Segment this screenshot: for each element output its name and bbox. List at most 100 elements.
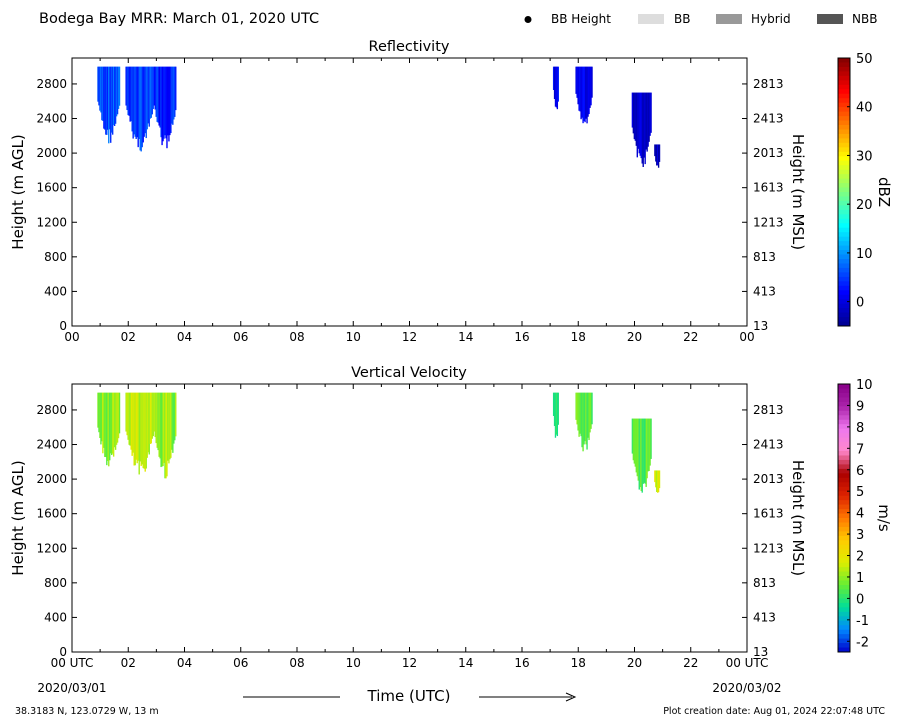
echo-cell (149, 66, 151, 119)
colorbar-tick-label: -2 (856, 635, 869, 650)
echo-cell (105, 392, 107, 458)
echo-cell (148, 66, 150, 127)
colorbar-segment (838, 71, 850, 77)
echo-cell (656, 470, 658, 492)
echo-cell (587, 66, 589, 117)
echo-cell (159, 66, 161, 128)
x-tick-label: 12 (402, 330, 417, 344)
echo-cell (112, 66, 115, 126)
echo-cell (142, 66, 144, 143)
echo-cell (642, 92, 644, 167)
colorbar-tick-label: 6 (856, 464, 864, 479)
echo-cell (552, 66, 555, 90)
echo-cell (114, 66, 117, 124)
colorbar-segment (838, 236, 850, 242)
y-tick-label-right: 13 (753, 645, 768, 659)
colorbar-segment (838, 138, 850, 144)
colorbar-tick-label: 10 (856, 378, 873, 393)
echo-cell (170, 392, 172, 458)
echo-cell (648, 92, 650, 142)
echo-cell (649, 418, 651, 466)
colorbar-segment (838, 223, 850, 229)
colorbar-segment (838, 647, 850, 653)
echo-cell (557, 66, 559, 102)
y-tick-label-right: 413 (753, 284, 776, 298)
echo-cell (650, 418, 652, 459)
echo-cell (582, 66, 584, 124)
x-tick-label: 14 (458, 330, 473, 344)
echo-region (552, 392, 559, 438)
axes: 00 UTC 02 04 06 08 10 12 14 16 18 20 22 00 UTC040080… (36, 384, 784, 670)
echo-cell (648, 418, 650, 471)
echo-cell (581, 66, 583, 118)
echo-region (552, 66, 559, 110)
header-legend: BB Height BB Hybrid NBB (524, 12, 877, 26)
colorbar-segment (838, 290, 850, 296)
echo-cell (128, 66, 130, 116)
colorbar-segment (838, 558, 850, 564)
echo-cell (157, 66, 159, 123)
echo-cell (163, 66, 165, 139)
echo-cell (578, 66, 580, 111)
echo-cell (130, 66, 132, 122)
echo-cell (552, 392, 555, 416)
echo-cell (583, 66, 585, 121)
echo-cell (108, 392, 110, 467)
echo-cell (642, 418, 644, 484)
y-tick-label-right: 813 (753, 576, 776, 590)
y-tick-label: 2400 (36, 438, 67, 452)
y-tick-label: 800 (44, 250, 67, 264)
echo-cell (173, 392, 175, 444)
colorbar-segment (838, 593, 850, 599)
panel-title: Reflectivity (369, 39, 450, 55)
echo-cell (161, 392, 163, 467)
colorbar-segment (838, 531, 850, 537)
legend-nbb-label: NBB (852, 12, 877, 26)
colorbar-segment (838, 571, 850, 577)
echo-cell (646, 92, 648, 152)
colorbar-segment (838, 116, 850, 122)
echo-cell (645, 418, 647, 487)
echo-cell (154, 66, 156, 110)
time-arrow-head (565, 692, 577, 702)
y-tick-label-right: 2013 (753, 146, 784, 160)
colorbar-segment (838, 629, 850, 635)
colorbar-segment (838, 522, 850, 528)
echo-cell (144, 392, 146, 472)
echo-cell (576, 392, 578, 425)
colorbar-tick-label: 30 (856, 149, 873, 164)
colorbar-segment (838, 98, 850, 104)
echo-cell (655, 470, 657, 488)
echo-cell (169, 392, 171, 460)
colorbar-segment (838, 89, 850, 95)
echo-region (575, 392, 593, 452)
x-tick-label: 12 (402, 656, 417, 670)
echo-cell (589, 392, 591, 433)
echo-cell (169, 66, 171, 136)
colorbar-segment (838, 263, 850, 269)
echo-cell (575, 66, 577, 94)
colorbar-tick-label: 8 (856, 421, 864, 436)
echo-cell (579, 392, 581, 434)
echo-cell (643, 418, 645, 483)
echo-cell (634, 92, 637, 141)
colorbar-segment (838, 183, 850, 189)
legend-hybrid-label: Hybrid (751, 12, 791, 26)
echo-cell (118, 392, 121, 434)
colorbar-segment (838, 58, 850, 63)
colorbar-label: dBZ (875, 177, 893, 207)
echo-cell (633, 418, 636, 464)
colorbar: 0 10 20 30 40 50 (837, 52, 873, 327)
colorbar-segment (838, 442, 850, 448)
x-tick-label: 16 (514, 656, 529, 670)
echo-cell (635, 92, 638, 146)
echo-cell (589, 66, 591, 108)
colorbar-segment (838, 129, 850, 135)
echo-cell (658, 144, 661, 162)
colorbar-segment (838, 281, 850, 287)
echo-cell (590, 66, 592, 106)
echo-cell (553, 66, 556, 100)
colorbar-segment (838, 165, 850, 171)
x-tick-label: 18 (571, 330, 586, 344)
echo-cell (171, 66, 173, 124)
